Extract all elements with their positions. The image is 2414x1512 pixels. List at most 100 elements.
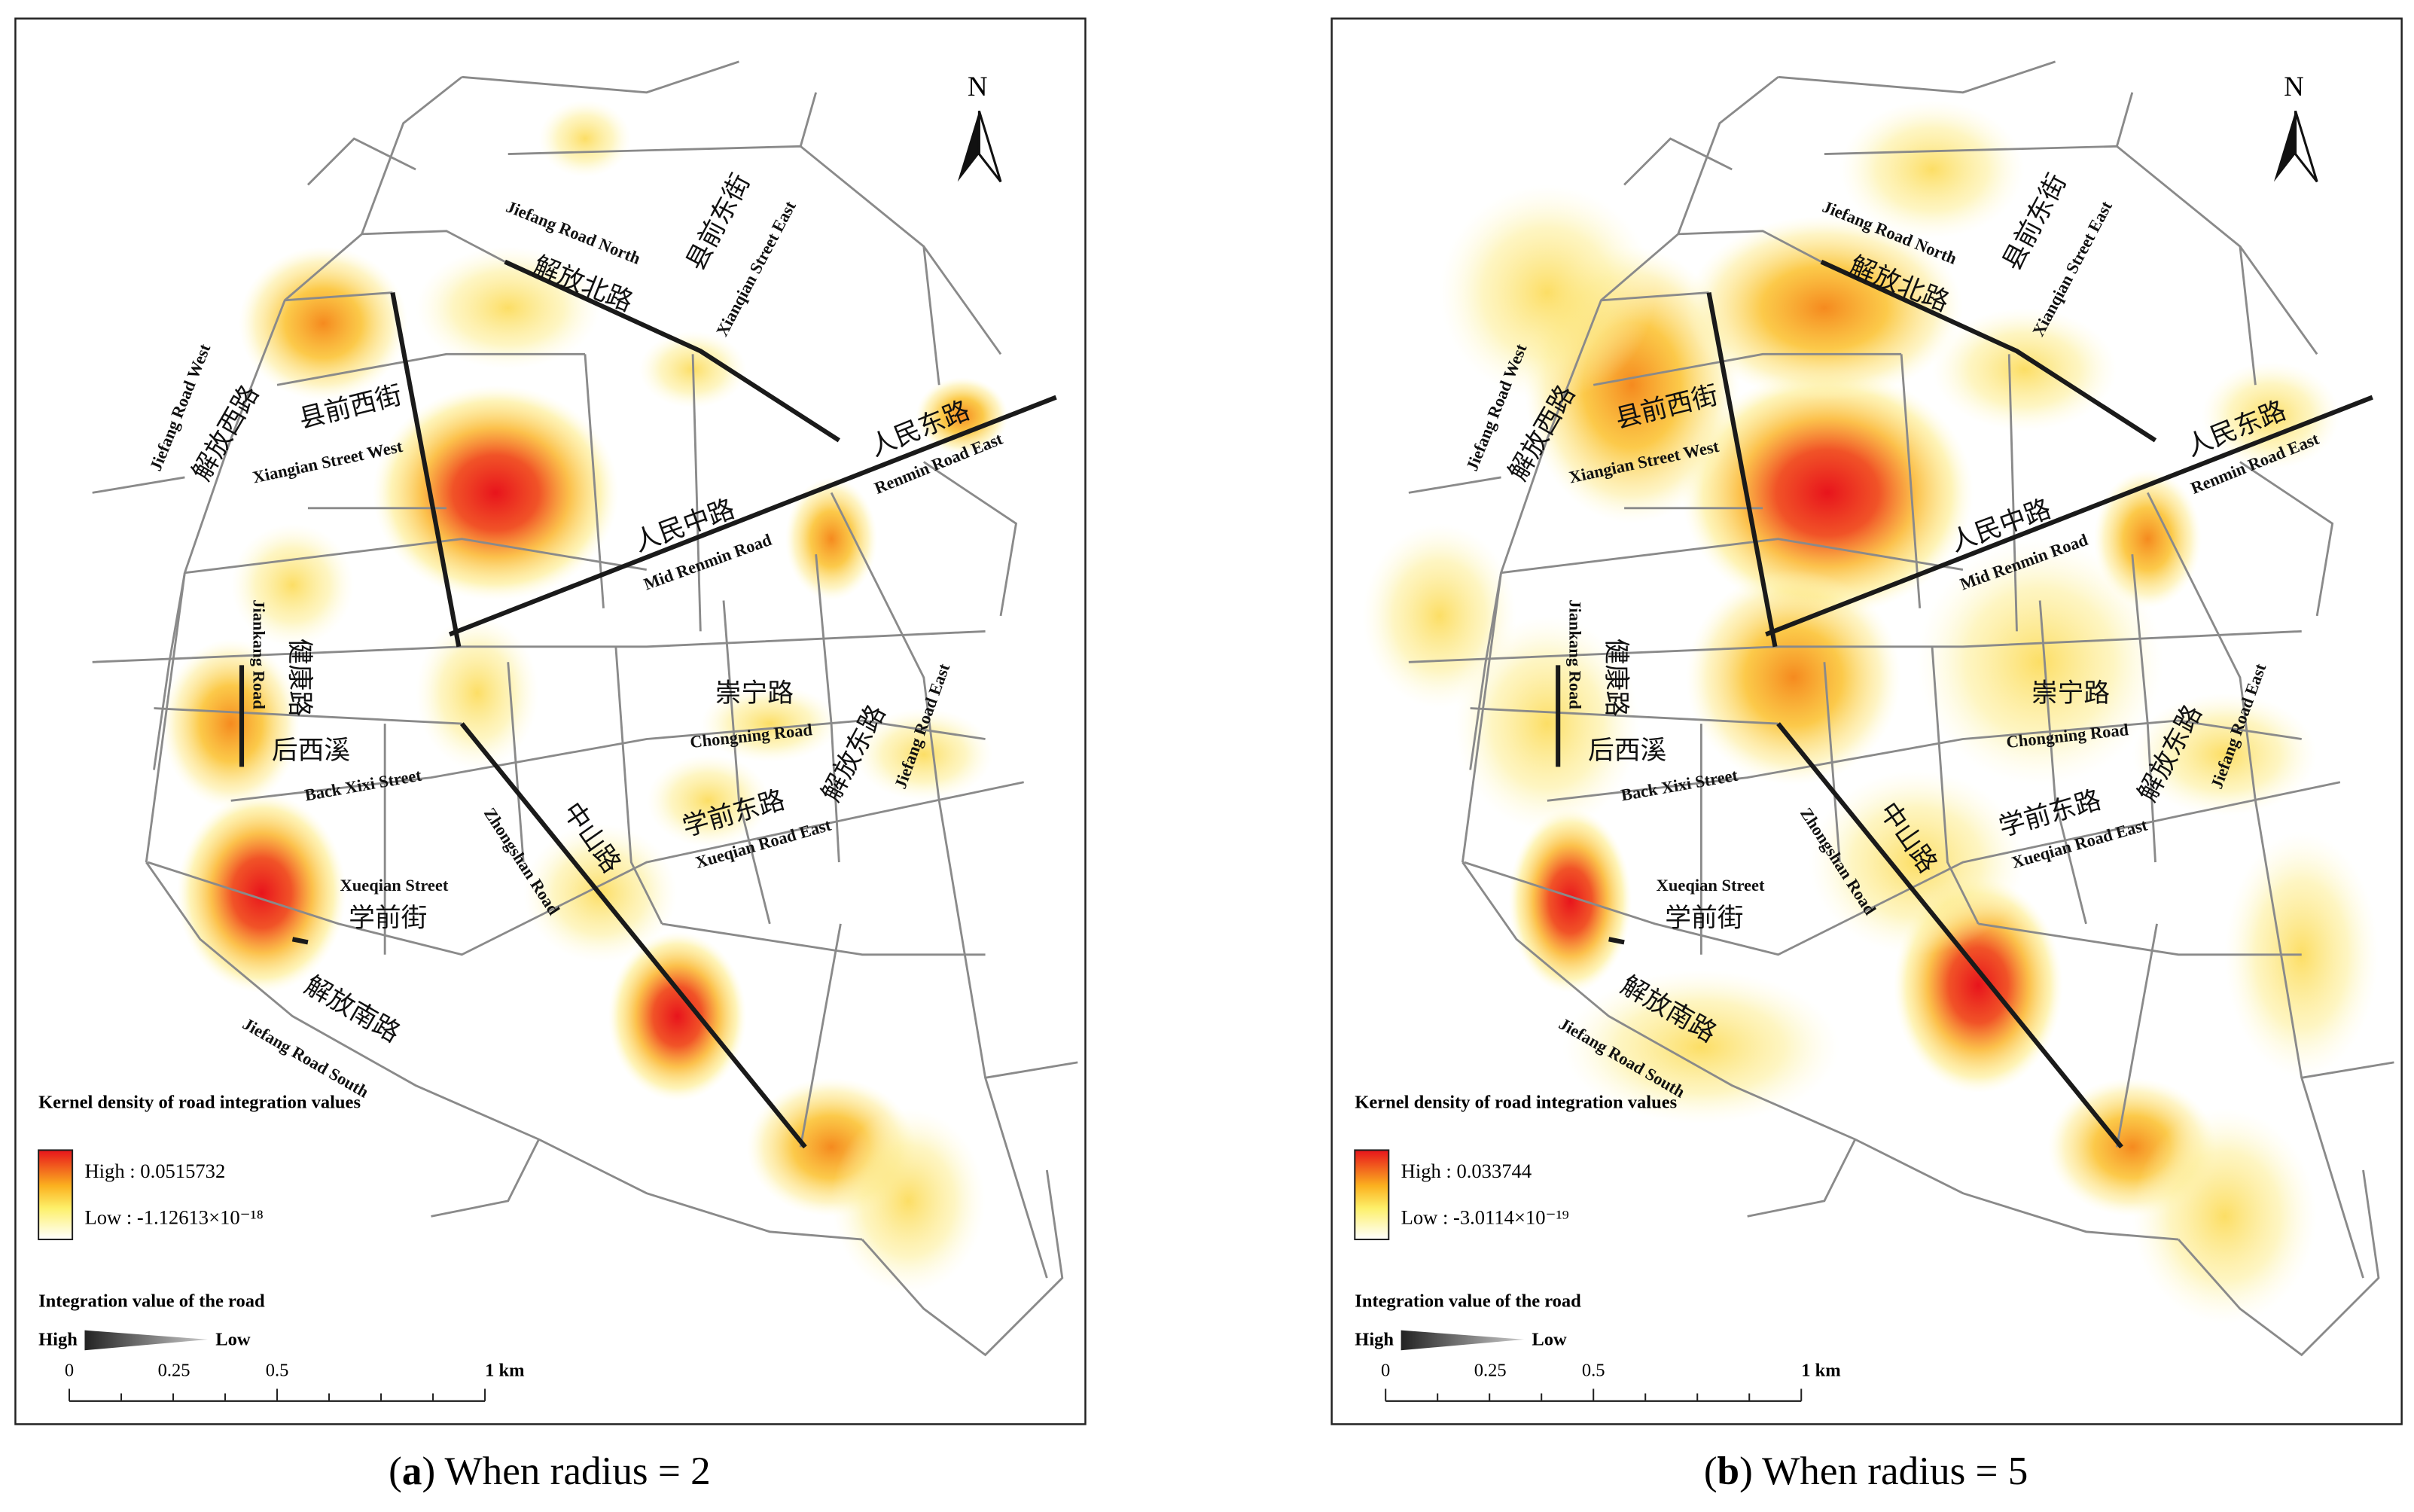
road (691, 354, 702, 632)
road (614, 646, 663, 925)
street-label: 崇宁路 (715, 678, 794, 708)
road (2007, 354, 2018, 632)
road-legend-high: High (1355, 1330, 1394, 1350)
main-road (1706, 291, 1778, 648)
density-hotspot (416, 246, 601, 370)
road-legend-low: Low (215, 1330, 251, 1350)
density-hotspot (177, 793, 347, 993)
street-label: Xueqian Street (1657, 876, 1765, 895)
road (722, 600, 771, 925)
road (285, 291, 393, 302)
density-hotspot (1932, 308, 2117, 431)
street-label: 后西溪 (1588, 736, 1666, 765)
density-hotspot (831, 1108, 986, 1294)
road (1900, 354, 1922, 608)
caption-part: b (1718, 1450, 1740, 1493)
caption-part: ( (1704, 1450, 1718, 1493)
road (2239, 461, 2334, 617)
road (431, 1139, 540, 1218)
road (1470, 707, 1778, 725)
scale-label: 0 (65, 1360, 74, 1380)
main-road (291, 937, 309, 945)
road (92, 476, 185, 494)
road (306, 137, 416, 186)
road (815, 554, 840, 863)
road (799, 92, 818, 147)
density-hotspot (230, 523, 355, 647)
road-legend-high: High (38, 1330, 78, 1350)
street-label: Jiankang Road (1565, 599, 1584, 709)
legend-high: High : 0.0515732 (84, 1160, 225, 1182)
density-hotspot (2132, 693, 2318, 816)
road (147, 781, 1024, 956)
legend-title: Kernel density of road integration value… (38, 1093, 361, 1113)
north-arrow (2294, 110, 2318, 183)
road (1931, 646, 1980, 925)
road (1408, 629, 2302, 663)
street-label: 健康路 (285, 639, 315, 717)
road (1408, 476, 1501, 494)
road (1824, 145, 2257, 386)
street-label: 后西溪 (272, 736, 350, 765)
density-hotspot (416, 615, 539, 770)
road (153, 572, 186, 770)
density-hotspot (1362, 523, 1516, 709)
scale-label: 0.25 (158, 1360, 190, 1380)
road (2239, 245, 2318, 355)
road (1978, 922, 2302, 956)
density-hotspot (785, 477, 878, 601)
density-hotspot (608, 931, 747, 1101)
road (230, 719, 986, 802)
north-arrow (2273, 111, 2296, 182)
road (462, 60, 739, 94)
road (2146, 492, 2364, 1279)
road (276, 352, 585, 386)
heat-surface (1362, 99, 2379, 1325)
road (361, 76, 463, 235)
road (145, 861, 863, 1241)
density-hotspot (238, 246, 408, 401)
scale-label: 1 km (1801, 1360, 1840, 1380)
density-hotspot (1685, 569, 1902, 785)
density-hotspot (854, 708, 993, 801)
street-label: 学前街 (1665, 904, 1743, 933)
road (1501, 538, 1964, 575)
main-road (390, 291, 462, 648)
main-road (504, 259, 840, 443)
heat-surface (161, 99, 1009, 1294)
road (507, 145, 940, 386)
road (584, 354, 605, 608)
street-label: 崇宁路 (2031, 678, 2110, 708)
caption: (a) When radius = 2 (389, 1450, 711, 1493)
road (1823, 662, 1841, 863)
color-ramp (1354, 1149, 1390, 1241)
road (1593, 352, 1902, 386)
main-road (1608, 937, 1625, 945)
caption: (b) When radius = 5 (1704, 1450, 2028, 1493)
density-hotspot (1839, 99, 2025, 239)
density-hotspot (372, 385, 619, 601)
scale-label: 0.5 (266, 1360, 289, 1380)
road (154, 707, 462, 725)
north-arrow (957, 111, 980, 182)
legend-low: Low : -1.12613×10⁻¹⁸ (84, 1206, 263, 1229)
road (1462, 861, 2179, 1241)
caption-part: ) When radius = 2 (422, 1450, 710, 1493)
street-label: 健康路 (1602, 639, 1631, 717)
road (2178, 1169, 2380, 1357)
road (922, 461, 1018, 617)
road (1677, 76, 1779, 235)
density-hotspot (646, 754, 770, 847)
street-label: 学前街 (349, 904, 427, 933)
road-legend-title: Integration value of the road (38, 1291, 265, 1311)
road (985, 1061, 1078, 1079)
road (1623, 137, 1733, 186)
road-legend-wedge (84, 1330, 209, 1351)
north-label: N (2284, 71, 2304, 102)
legend-low: Low : -3.0114×10⁻¹⁹ (1401, 1206, 1569, 1229)
road (1778, 60, 2056, 94)
caption-part: ( (389, 1450, 402, 1493)
